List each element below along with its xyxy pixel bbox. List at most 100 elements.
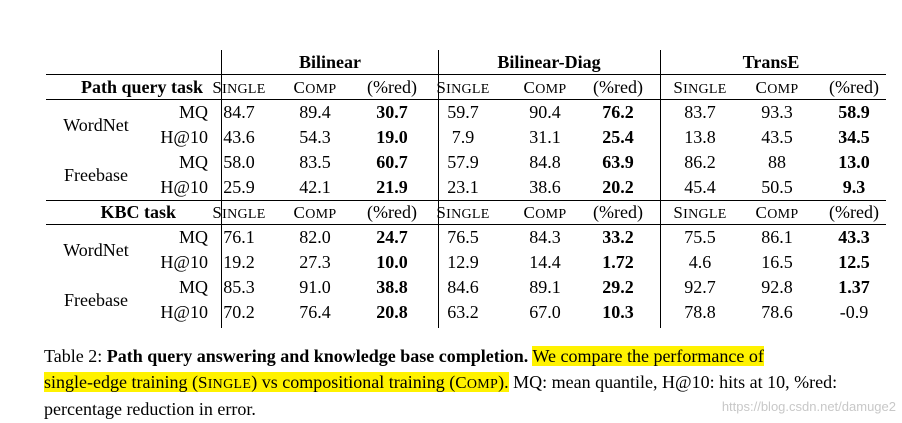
section-rule — [46, 224, 886, 225]
method-header: Bilinear — [299, 52, 361, 72]
column-subheader: SINGLE — [436, 78, 490, 97]
table-cell: 50.5 — [761, 177, 793, 197]
table-cell: 7.9 — [451, 127, 475, 147]
table-cell: 12.9 — [447, 252, 479, 272]
column-subheader: COMP — [755, 203, 799, 222]
table-cell: 4.6 — [688, 252, 712, 272]
table-cell: 85.3 — [223, 277, 255, 297]
table-cell: 76.2 — [602, 102, 634, 122]
watermark-text: https://blog.csdn.net/damuge2 — [721, 399, 896, 414]
table-cell: 13.0 — [838, 152, 870, 172]
column-subheader: (%red) — [593, 202, 643, 222]
metric-label: MQ — [178, 277, 208, 297]
metric-label: MQ — [178, 227, 208, 247]
column-subheader: COMP — [523, 203, 567, 222]
table-cell: 19.2 — [223, 252, 255, 272]
table-cell: 63.2 — [447, 302, 479, 322]
table-cell: 14.4 — [529, 252, 561, 272]
table-cell: 89.4 — [299, 102, 331, 122]
column-subheader: COMP — [293, 203, 337, 222]
caption-highlight-1: We compare the performance of — [532, 346, 764, 366]
dataset-label: WordNet — [63, 114, 129, 135]
column-subheader: SINGLE — [436, 203, 490, 222]
table-cell: 84.6 — [447, 277, 479, 297]
table-cell: 20.2 — [602, 177, 634, 197]
table-cell: 1.72 — [602, 252, 634, 272]
table-cell: 67.0 — [529, 302, 561, 322]
caption-rest: MQ: mean quantile, H@10: hits at 10, %re… — [44, 371, 838, 420]
column-subheader: COMP — [293, 78, 337, 97]
table-cell: 76.4 — [299, 302, 331, 322]
table-cell: 84.3 — [529, 227, 561, 247]
column-separator — [221, 50, 222, 328]
dataset-label: Freebase — [64, 164, 128, 185]
table-cell: 42.1 — [299, 177, 331, 197]
table-cell: 58.0 — [223, 152, 255, 172]
table-cell: 33.2 — [602, 227, 634, 247]
section-title: KBC task — [100, 202, 176, 222]
table-cell: 10.3 — [602, 302, 634, 322]
header-rule — [46, 74, 886, 75]
table-cell: 57.9 — [447, 152, 479, 172]
dataset-label: Freebase — [64, 289, 128, 310]
metric-label: H@10 — [160, 252, 208, 272]
metric-label: H@10 — [160, 302, 208, 322]
caption-title: Path query answering and knowledge base … — [106, 346, 529, 366]
table-cell: 31.1 — [529, 127, 561, 147]
table-cell: 29.2 — [602, 277, 634, 297]
table-cell: 19.0 — [376, 127, 408, 147]
table-cell: 34.5 — [838, 127, 870, 147]
section-rule — [46, 99, 886, 100]
table-cell: 86.2 — [684, 152, 716, 172]
table-cell: 13.8 — [684, 127, 716, 147]
table-cell: 78.8 — [684, 302, 716, 322]
results-table: Bilinear Bilinear-Diag TransE Path query ta… — [46, 50, 886, 328]
section-divider — [46, 200, 886, 201]
metric-label: H@10 — [160, 127, 208, 147]
table-cell: 76.1 — [223, 227, 255, 247]
table-caption: Table 2: Path query answering and knowle… — [44, 344, 889, 423]
table-cell: -0.9 — [839, 302, 869, 322]
table-cell: 43.6 — [223, 127, 255, 147]
column-subheader: COMP — [755, 78, 799, 97]
table-cell: 88 — [768, 152, 786, 172]
table-cell: 82.0 — [299, 227, 331, 247]
metric-label: MQ — [178, 152, 208, 172]
caption-highlight-2: single-edge training (SINGLE) vs composi… — [44, 371, 509, 392]
table-cell: 38.6 — [529, 177, 561, 197]
table-cell: 60.7 — [376, 152, 408, 172]
table-cell: 70.2 — [223, 302, 255, 322]
table-cell: 23.1 — [447, 177, 479, 197]
table-cell: 83.7 — [684, 102, 716, 122]
column-subheader: SINGLE — [673, 78, 727, 97]
column-subheader: SINGLE — [673, 203, 727, 222]
table-cell: 16.5 — [761, 252, 793, 272]
column-subheader: (%red) — [593, 77, 643, 97]
column-subheader: (%red) — [367, 77, 417, 97]
table-cell: 59.7 — [447, 102, 479, 122]
table-cell: 84.8 — [529, 152, 561, 172]
table-cell: 78.6 — [761, 302, 793, 322]
table-cell: 9.3 — [842, 177, 866, 197]
caption-label: Table 2: — [44, 346, 103, 366]
table-cell: 54.3 — [299, 127, 331, 147]
column-subheader: SINGLE — [212, 203, 266, 222]
table-cell: 89.1 — [529, 277, 561, 297]
table-cell: 43.5 — [761, 127, 793, 147]
table-cell: 86.1 — [761, 227, 793, 247]
table-cell: 1.37 — [838, 277, 870, 297]
caption-single-term: SINGLE — [197, 372, 252, 392]
table-cell: 92.8 — [761, 277, 793, 297]
table-cell: 45.4 — [684, 177, 716, 197]
table-cell: 38.8 — [376, 277, 408, 297]
table-cell: 10.0 — [376, 252, 408, 272]
section-title: Path query task — [80, 77, 203, 97]
column-subheader: COMP — [523, 78, 567, 97]
table-cell: 58.9 — [838, 102, 870, 122]
table-cell: 20.8 — [376, 302, 408, 322]
table-cell: 12.5 — [838, 252, 870, 272]
column-subheader: (%red) — [829, 202, 879, 222]
table-cell: 21.9 — [376, 177, 408, 197]
table-cell: 92.7 — [684, 277, 716, 297]
dataset-label: WordNet — [63, 239, 129, 260]
